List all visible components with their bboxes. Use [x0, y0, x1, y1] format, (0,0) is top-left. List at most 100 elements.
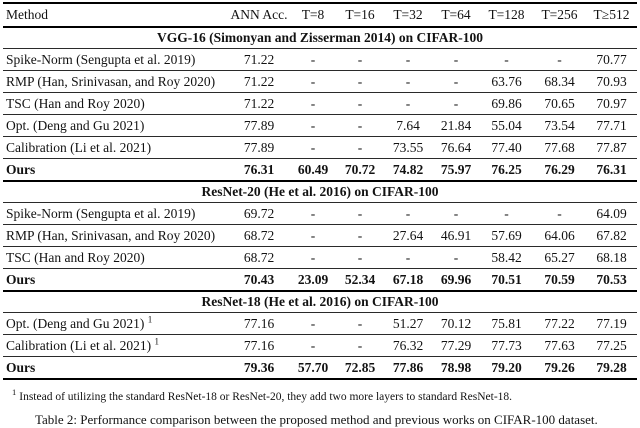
value-cell: - [290, 334, 336, 357]
value-cell: 69.96 [432, 268, 480, 291]
method-cell: Calibration (Li et al. 2021) 1 [3, 334, 228, 357]
value-cell: 67.18 [384, 268, 432, 291]
value-cell: 70.53 [586, 268, 637, 291]
value-cell: 70.12 [432, 312, 480, 335]
section-title: ResNet-20 (He et al. 2016) on CIFAR-100 [3, 180, 637, 203]
value-cell: 68.72 [228, 224, 290, 247]
method-cell: Ours [3, 356, 228, 379]
value-cell: 78.98 [432, 356, 480, 379]
value-cell: - [290, 312, 336, 335]
value-cell: - [336, 202, 384, 225]
value-cell: 73.54 [533, 114, 586, 137]
value-cell: - [336, 334, 384, 357]
table-row: TSC (Han and Roy 2020) 71.22- - - -69.86 70.6… [3, 92, 637, 115]
table-row: RMP (Han, Srinivasan, and Roy 2020) 71.22… [3, 70, 637, 93]
value-cell: 52.34 [336, 268, 384, 291]
value-cell: - [290, 70, 336, 93]
value-cell: - [533, 48, 586, 71]
value-cell: 57.70 [290, 356, 336, 379]
value-cell: 70.97 [586, 92, 637, 115]
column-header-t8: T=8 [301, 7, 325, 22]
value-cell: 69.72 [228, 202, 290, 225]
value-cell: - [336, 48, 384, 71]
value-cell: 77.68 [533, 136, 586, 159]
value-cell: 58.42 [480, 246, 533, 269]
value-cell: 77.86 [384, 356, 432, 379]
method-cell: RMP (Han, Srinivasan, and Roy 2020) [3, 224, 228, 247]
value-cell: - [336, 246, 384, 269]
value-cell: - [336, 136, 384, 159]
value-cell: - [480, 202, 533, 225]
value-cell: 70.72 [336, 158, 384, 181]
section-title: ResNet-18 (He et al. 2016) on CIFAR-100 [3, 290, 637, 313]
value-cell: - [290, 224, 336, 247]
method-cell: TSC (Han and Roy 2020) [3, 92, 228, 115]
table-row: RMP (Han, Srinivasan, and Roy 2020) 68.72… [3, 224, 637, 247]
value-cell: 77.25 [586, 334, 637, 357]
table-row: Ours 70.43 23.09 52.34 67.18 69.96 70.51 70.59 7… [3, 268, 637, 291]
table-header: Method ANN Acc. T=8 T=16 T=32 T=64 T=128… [3, 3, 637, 27]
method-cell: Opt. (Deng and Gu 2021) 1 [3, 312, 228, 335]
value-cell: 77.89 [228, 136, 290, 159]
value-cell: 77.16 [228, 334, 290, 357]
value-cell: 76.64 [432, 136, 480, 159]
value-cell: 72.85 [336, 356, 384, 379]
value-cell: 79.28 [586, 356, 637, 379]
table-row: Ours 79.36 57.70 72.85 77.86 78.98 79.20 79.26 7… [3, 356, 637, 379]
footnote-text: Instead of utilizing the standard ResNet… [19, 390, 513, 403]
column-header-t64: T=64 [441, 7, 471, 22]
column-header-t512: T≥512 [593, 7, 630, 22]
value-cell: 60.49 [290, 158, 336, 181]
method-cell: RMP (Han, Srinivasan, and Roy 2020) [3, 70, 228, 93]
footnote-ref-marker: 1 [154, 336, 159, 346]
value-cell: - [290, 48, 336, 71]
value-cell: 77.87 [586, 136, 637, 159]
value-cell: - [384, 202, 432, 225]
value-cell: 70.93 [586, 70, 637, 93]
header-row: Method ANN Acc. T=8 T=16 T=32 T=64 T=128… [3, 3, 637, 27]
footnote: 1 Instead of utilizing the standard ResNe… [3, 380, 637, 403]
value-cell: 69.86 [480, 92, 533, 115]
value-cell: 71.22 [228, 92, 290, 115]
value-cell: 77.40 [480, 136, 533, 159]
column-header-t16: T=16 [345, 7, 375, 22]
value-cell: - [336, 312, 384, 335]
section-header-row: ResNet-20 (He et al. 2016) on CIFAR-100 [3, 180, 637, 203]
value-cell: 71.22 [228, 48, 290, 71]
value-cell: - [290, 246, 336, 269]
value-cell: 75.97 [432, 158, 480, 181]
value-cell: - [336, 224, 384, 247]
value-cell: 79.20 [480, 356, 533, 379]
value-cell: 64.09 [586, 202, 637, 225]
footnote-marker: 1 [12, 387, 17, 397]
value-cell: 76.32 [384, 334, 432, 357]
value-cell: 77.73 [480, 334, 533, 357]
value-cell: 51.27 [384, 312, 432, 335]
value-cell: 68.34 [533, 70, 586, 93]
value-cell: - [290, 92, 336, 115]
value-cell: 67.82 [586, 224, 637, 247]
column-header-t128: T=128 [488, 7, 525, 22]
value-cell: 74.82 [384, 158, 432, 181]
footnote-ref-marker: 1 [147, 314, 153, 324]
value-cell: 79.36 [228, 356, 290, 379]
value-cell: 77.16 [228, 312, 290, 335]
value-cell: 70.77 [586, 48, 637, 71]
table-caption: Table 2: Performance comparison between … [35, 411, 598, 427]
value-cell: - [290, 202, 336, 225]
method-cell: Ours [3, 268, 228, 291]
results-table: Method ANN Acc. T=8 T=16 T=32 T=64 T=128… [3, 2, 637, 380]
table-row: Calibration (Li et al. 2021) 1 77.16- -76.… [3, 334, 637, 357]
column-header-method: Method [6, 7, 48, 22]
value-cell: 27.64 [384, 224, 432, 247]
table-row: Opt. (Deng and Gu 2021) 1 77.16- -51.27 70.… [3, 312, 637, 335]
value-cell: 70.51 [480, 268, 533, 291]
value-cell: 21.84 [432, 114, 480, 137]
value-cell: 71.22 [228, 70, 290, 93]
value-cell: - [432, 246, 480, 269]
method-cell: Opt. (Deng and Gu 2021) [3, 114, 228, 137]
table-row: Calibration (Li et al. 2021) 77.89- -73.55… [3, 136, 637, 159]
value-cell: - [432, 92, 480, 115]
value-cell: 68.18 [586, 246, 637, 269]
